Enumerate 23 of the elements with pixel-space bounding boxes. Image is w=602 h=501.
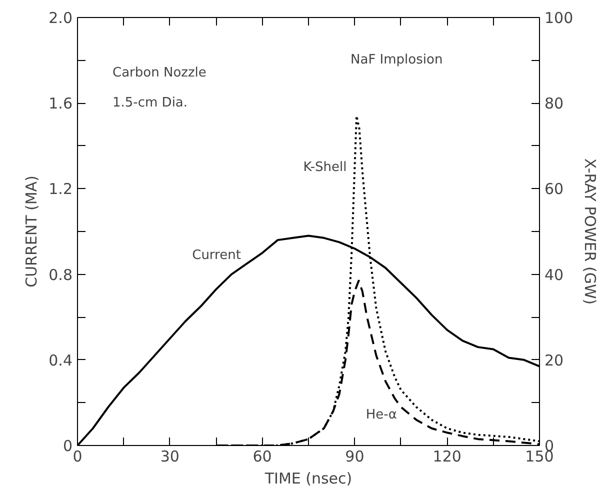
x-tick-label: 120 [432,448,462,466]
y-tick-label: 2.0 [48,9,73,27]
annotation: NaF Implosion [350,52,443,68]
y2-axis-title: X-RAY POWER (GW) [581,158,600,305]
y2-tick-label: 60 [544,180,564,198]
y2-tick-label: 80 [544,94,564,113]
annotation: Carbon Nozzle [112,66,206,80]
x-tick-label: 60 [252,448,272,466]
x-tick-label: 90 [345,448,364,466]
y2-tick-label: 40 [544,266,564,284]
y2-tick-label: 100 [544,9,574,27]
x-tick-label: 30 [160,448,180,466]
series-label: Current [192,248,241,264]
x-axis-title: TIME (nsec) [264,470,352,488]
y-tick-label: 0.8 [48,266,73,284]
y-tick-label: 0.4 [48,351,73,370]
y-tick-label: 1.2 [48,180,73,198]
y-tick-label: 1.6 [48,94,73,113]
series-label: K-Shell [303,160,347,175]
series-label: He-α [366,407,397,422]
annotation: 1.5-cm Dia. [112,96,188,110]
y-axis-title: CURRENT (MA) [22,176,41,288]
y2-tick-label: 20 [544,351,564,370]
